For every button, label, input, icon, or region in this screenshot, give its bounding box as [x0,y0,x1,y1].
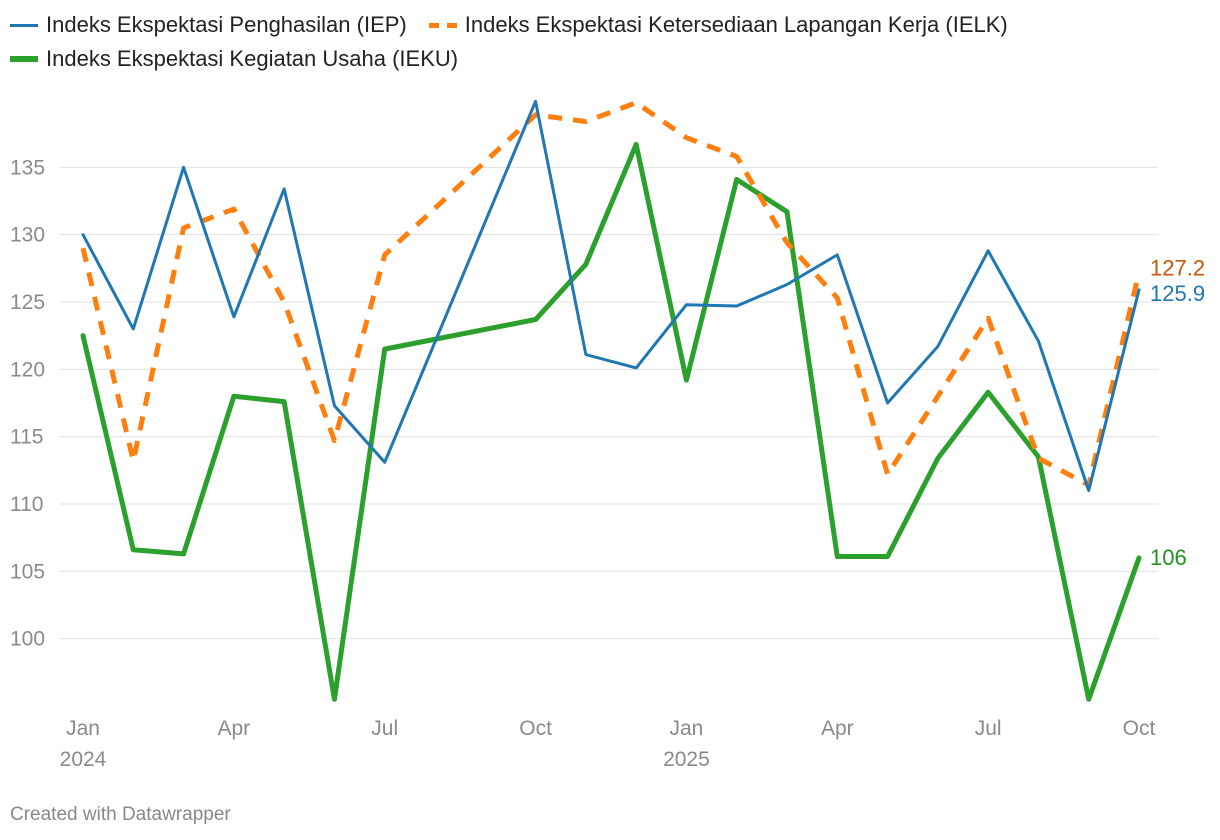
legend-swatch-ieku [10,56,38,62]
y-tick-label: 120 [10,358,45,381]
legend-swatch-iep [10,23,38,27]
line-chart: 100 105 110 115 120 125 130 135 Jan 2024 Apr Jul Oc… [10,99,1205,771]
end-label-ielk: 127.2 [1150,255,1205,280]
legend: Indeks Ekspektasi Penghasilan (IEP) Inde… [10,8,1210,76]
end-label-iep: 125.9 [1150,281,1205,306]
y-tick-label: 130 [10,224,45,247]
y-axis: 100 105 110 115 120 125 130 135 [10,156,45,650]
x-tick-label: Jul [371,717,398,740]
y-tick-label: 135 [10,156,45,179]
y-tick-label: 110 [10,493,43,516]
legend-item-iep: Indeks Ekspektasi Penghasilan (IEP) [10,12,407,38]
series-line-ieku [80,141,1142,702]
legend-label-ieku: Indeks Ekspektasi Kegiatan Usaha (IEKU) [46,46,459,71]
x-tick-year-label: 2025 [663,748,710,771]
legend-item-ielk: Indeks Ekspektasi Ketersediaan Lapangan … [428,12,1008,38]
y-tick-label: 105 [10,560,45,583]
x-tick-label: Oct [1123,717,1156,740]
gridlines [60,166,1158,640]
y-tick-label: 115 [10,426,43,449]
x-tick-label: Jan [66,717,100,740]
x-tick-year-label: 2024 [60,748,107,771]
legend-row-1: Indeks Ekspektasi Penghasilan (IEP) Inde… [10,8,1210,42]
legend-swatch-ielk [428,22,457,28]
x-axis: Jan 2024 Apr Jul Oct Jan 2025 Apr Jul Oct [60,717,1156,771]
footer-credit: Created with Datawrapper [10,804,231,825]
y-tick-label: 125 [10,291,45,314]
legend-row-2: Indeks Ekspektasi Kegiatan Usaha (IEKU) [10,42,1210,76]
legend-label-iep: Indeks Ekspektasi Penghasilan (IEP) [46,12,407,37]
series-line-iep [81,99,1141,493]
series-line-ielk [80,100,1142,488]
x-tick-label: Apr [821,717,854,740]
x-tick-label: Jul [975,717,1002,740]
end-label-ieku: 106 [1150,545,1187,570]
series-lines [80,99,1142,702]
y-tick-label: 100 [10,628,45,651]
legend-label-ielk: Indeks Ekspektasi Ketersediaan Lapangan … [464,12,1008,37]
legend-item-ieku: Indeks Ekspektasi Kegiatan Usaha (IEKU) [10,46,458,72]
x-tick-label: Apr [218,717,251,740]
x-tick-label: Jan [669,717,703,740]
x-tick-label: Oct [519,717,552,740]
